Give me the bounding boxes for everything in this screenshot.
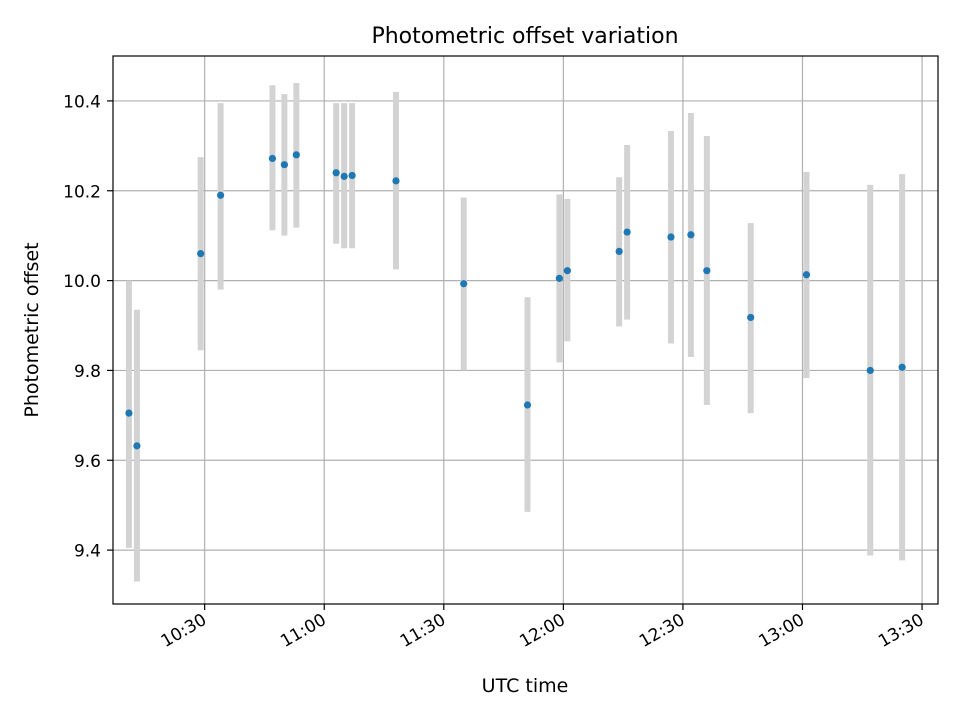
y-tick-label: 9.8 xyxy=(74,362,101,382)
data-point xyxy=(392,177,400,185)
data-point xyxy=(687,231,695,239)
data-point xyxy=(623,228,631,236)
y-tick-label: 9.6 xyxy=(74,452,101,472)
data-point xyxy=(280,161,288,169)
data-point xyxy=(125,409,133,417)
data-point xyxy=(802,271,811,279)
x-axis-label: UTC time xyxy=(482,675,569,697)
data-point xyxy=(523,401,532,409)
data-point xyxy=(615,247,623,255)
data-point xyxy=(866,366,874,375)
data-point xyxy=(217,191,225,199)
y-axis-label: Photometric offset xyxy=(21,242,43,417)
y-tick-label: 9.4 xyxy=(74,542,101,562)
data-point xyxy=(197,250,205,258)
data-point xyxy=(563,267,571,275)
data-point xyxy=(292,151,300,159)
data-point xyxy=(340,172,348,180)
data-point xyxy=(703,267,711,275)
y-axis-ticks: 9.4 9.6 9.8 10.0 10.2 10.4 xyxy=(63,92,113,562)
data-point xyxy=(348,171,356,180)
data-point xyxy=(667,233,675,241)
plot-frame xyxy=(112,55,939,605)
data-point xyxy=(555,274,563,282)
data-point xyxy=(133,442,141,450)
data-point xyxy=(460,280,468,288)
y-tick-label: 10.2 xyxy=(63,182,101,202)
data-points xyxy=(125,151,906,450)
grid-lines xyxy=(113,56,938,604)
data-point xyxy=(332,169,340,177)
y-tick-label: 10.0 xyxy=(63,272,101,292)
y-tick-label: 10.4 xyxy=(63,92,101,112)
data-point xyxy=(268,154,277,163)
data-point xyxy=(898,363,906,371)
data-point xyxy=(747,313,755,322)
chart-title: Photometric offset variation xyxy=(371,24,678,49)
